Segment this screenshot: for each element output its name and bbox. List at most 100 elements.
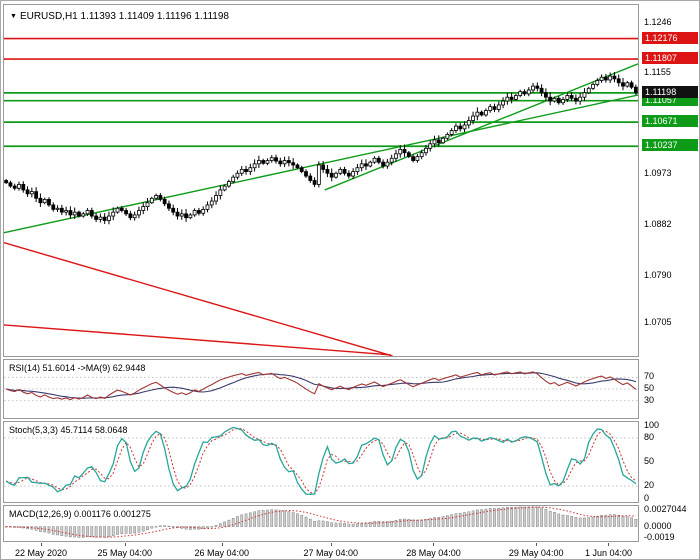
red-trendline[interactable]	[4, 242, 393, 356]
candle-body	[462, 124, 467, 130]
candle-body	[419, 152, 424, 158]
candle-body	[214, 195, 218, 202]
candle-body	[475, 111, 480, 117]
candle-body	[81, 213, 86, 217]
candle-body	[398, 148, 403, 155]
macd-histogram-bar	[527, 506, 531, 527]
macd-histogram-bar	[240, 514, 244, 527]
candle-body	[4, 180, 9, 184]
green-trendline[interactable]	[4, 94, 638, 234]
candle-body	[171, 207, 176, 213]
macd-histogram-bar	[99, 526, 102, 538]
macd-histogram-bar	[274, 509, 278, 527]
macd-panel[interactable]: MACD(12,26,9) 0.001176 0.001275	[3, 505, 639, 542]
candle-body	[55, 207, 60, 210]
macd-histogram-bar	[476, 509, 479, 527]
macd-histogram-bar	[296, 513, 299, 527]
macd-histogram-bar	[343, 523, 346, 527]
macd-histogram-bar	[257, 510, 261, 527]
candle-body	[42, 198, 47, 204]
price-axis-label: 1.0790	[644, 270, 672, 281]
candle-body	[256, 160, 261, 165]
candle-body	[394, 153, 398, 159]
candle-body	[432, 139, 437, 145]
stochastic-axis-label: 80	[644, 432, 655, 442]
candle-body	[107, 215, 111, 221]
rsi-panel[interactable]: RSI(14) 51.6014 ->MA(9) 62.9448	[3, 359, 639, 419]
symbol-dropdown-icon[interactable]: ▼	[10, 13, 17, 20]
price-axis[interactable]: 1.1246 1.1155 1.0973 1.0882 1.0790 1.0705 1.12…	[641, 4, 699, 357]
candle-body	[72, 211, 77, 216]
green-trendline[interactable]	[324, 63, 638, 191]
macd-histogram-bar	[321, 520, 325, 527]
candle-body	[12, 185, 17, 189]
rsi-axis[interactable]: 70 50 30	[641, 359, 699, 419]
candle-body	[316, 164, 321, 185]
candle-body	[321, 164, 326, 170]
candle-body	[38, 197, 43, 204]
candle-body	[612, 75, 617, 80]
macd-histogram-bar	[398, 519, 402, 527]
candle-body	[466, 120, 471, 126]
macd-histogram-bar	[304, 516, 308, 527]
candle-body	[496, 104, 501, 110]
rsi-line	[5, 371, 637, 401]
macd-axis[interactable]: 0.0027044 0.0000 -0.0019	[641, 504, 699, 542]
candle-body	[308, 175, 313, 181]
candle-body	[269, 157, 274, 161]
macd-histogram-bar	[454, 513, 458, 527]
macd-histogram-bar	[266, 509, 269, 527]
macd-histogram-bar	[510, 507, 513, 527]
macd-histogram-bar	[424, 519, 428, 527]
red-trendline[interactable]	[4, 324, 391, 356]
stochastic-main-line	[5, 426, 637, 495]
macd-histogram-bar	[484, 508, 488, 527]
macd-histogram-bar	[347, 523, 351, 527]
macd-histogram-bar	[356, 523, 359, 527]
time-axis-label: 26 May 04:00	[194, 548, 249, 558]
macd-histogram-bar	[334, 522, 338, 527]
candle-body	[205, 204, 210, 210]
candle-body	[633, 86, 638, 94]
time-tick	[221, 543, 223, 546]
macd-axis-label: -0.0019	[644, 532, 675, 542]
macd-signal-line	[6, 506, 636, 538]
macd-histogram-bar	[544, 509, 548, 527]
candle-body	[17, 183, 21, 189]
candle-body	[599, 76, 604, 81]
candle-body	[543, 92, 548, 98]
rsi-chart	[4, 371, 638, 402]
macd-histogram-bar	[231, 518, 235, 527]
macd-histogram-bar	[600, 515, 603, 527]
stochastic-axis[interactable]: 100 80 50 20 0	[641, 420, 699, 503]
macd-histogram-bar	[159, 525, 162, 527]
candle-body	[565, 95, 570, 100]
macd-histogram-bar	[518, 506, 522, 527]
candle-body	[424, 147, 428, 154]
candlestick-chart[interactable]	[4, 5, 638, 356]
candle-body	[629, 82, 634, 88]
candle-body	[158, 195, 163, 200]
chart-title: ▼ EURUSD,H1 1.11393 1.11409 1.11196 1.111…	[10, 11, 229, 22]
time-axis[interactable]: 22 May 2020 25 May 04:00 26 May 04:00 27 Ma…	[3, 543, 699, 560]
candle-body	[235, 172, 240, 178]
candle-body	[239, 168, 244, 174]
macd-histogram-bar	[338, 522, 342, 527]
stochastic-panel[interactable]: Stoch(5,3,3) 45.7114 58.0648	[3, 421, 639, 503]
macd-histogram-bar	[120, 526, 124, 534]
main-chart-panel[interactable]: ▼ EURUSD,H1 1.11393 1.11409 1.11196 1.111…	[3, 4, 639, 357]
candle-body	[385, 161, 390, 167]
candle-body	[226, 181, 231, 187]
macd-histogram-bar	[450, 514, 454, 527]
macd-histogram-bar	[278, 510, 282, 527]
candle-body	[359, 163, 364, 169]
candle-body	[261, 160, 266, 164]
macd-histogram-bar	[557, 513, 561, 527]
candle-body	[492, 106, 497, 110]
macd-histogram-bar	[621, 515, 625, 527]
macd-histogram-bar	[214, 525, 218, 527]
time-axis-label: 25 May 04:00	[97, 548, 152, 558]
macd-histogram-bar	[261, 510, 265, 527]
candle-body	[94, 215, 99, 220]
macd-histogram-bar	[218, 523, 222, 527]
